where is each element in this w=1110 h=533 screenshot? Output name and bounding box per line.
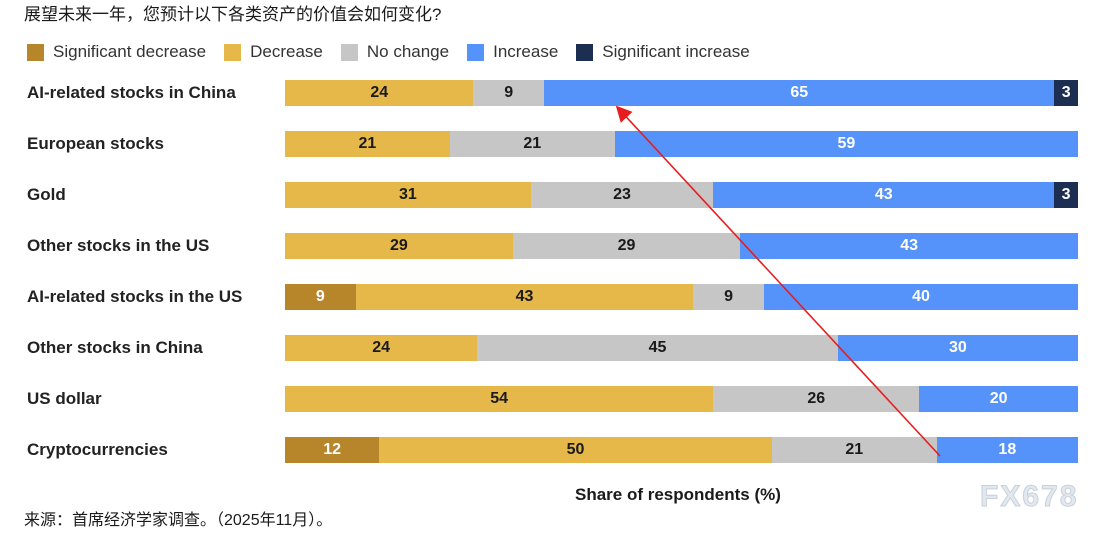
bar-segment: 54 (285, 386, 714, 412)
legend-item: Increase (467, 42, 558, 62)
legend-label: Increase (493, 42, 559, 61)
bar-segment: 40 (763, 284, 1078, 310)
bar-segment: 12 (285, 437, 380, 463)
category-label: European stocks (27, 134, 164, 153)
legend-label: Significant increase (602, 42, 750, 61)
legend: Significant decrease Decrease No change Inc… (27, 42, 768, 62)
bar-segment: 65 (544, 80, 1055, 106)
bar-segment: 3 (1054, 182, 1078, 208)
bar-segment: 9 (285, 284, 356, 310)
bar-segment: 18 (936, 437, 1078, 463)
legend-swatch (576, 43, 594, 61)
legend-swatch (467, 43, 485, 61)
bar-segment: 30 (837, 335, 1078, 361)
bar-segment: 21 (771, 437, 937, 463)
bar-segment: 43 (355, 284, 694, 310)
legend-item: Significant increase (576, 42, 750, 62)
bar-segment: 50 (379, 437, 772, 463)
bar-segment: 23 (530, 182, 714, 208)
bar-segment: 3 (1054, 80, 1078, 106)
legend-label: Significant decrease (53, 42, 207, 61)
legend-swatch (340, 43, 358, 61)
source-note: 来源：首席经济学家调查。（2025年11月）。 (24, 512, 333, 529)
category-label: Cryptocurrencies (27, 440, 168, 459)
category-label: Gold (27, 185, 66, 204)
chart-title: 展望未来一年，您预计以下各类资产的价值会如何变化? (24, 5, 442, 24)
bar-segment: 43 (713, 182, 1055, 208)
legend-item: Decrease (224, 42, 323, 62)
bar-segment: 20 (919, 386, 1078, 412)
bar-segment: 43 (740, 233, 1078, 259)
legend-swatch (27, 43, 44, 61)
bar-segment: 21 (285, 131, 450, 157)
bar-segment: 9 (473, 80, 545, 106)
bar-segment: 9 (693, 284, 764, 310)
bar-segment: 26 (713, 386, 920, 412)
bar-segment: 21 (449, 131, 615, 157)
legend-label: Decrease (250, 42, 323, 61)
category-label: Other stocks in China (27, 338, 203, 357)
bar-segment: 29 (512, 233, 741, 259)
legend-label: No change (366, 42, 450, 61)
legend-item: Significant decrease (27, 42, 206, 62)
bar-segment: 24 (285, 80, 474, 106)
category-label: AI-related stocks in China (27, 83, 236, 102)
watermark: FX678 (979, 480, 1079, 514)
bar-segment: 31 (285, 182, 531, 208)
legend-swatch (224, 43, 242, 61)
category-label: AI-related stocks in the US (27, 287, 243, 306)
bar-segment: 24 (285, 335, 478, 361)
legend-item: No change (340, 42, 450, 62)
x-axis-label: Share of respondents (%) (575, 485, 781, 504)
bar-segment: 29 (285, 233, 513, 259)
bar-segment: 45 (477, 335, 838, 361)
category-label: US dollar (27, 389, 102, 408)
category-label: Other stocks in the US (27, 236, 210, 255)
bar-segment: 59 (614, 131, 1078, 157)
